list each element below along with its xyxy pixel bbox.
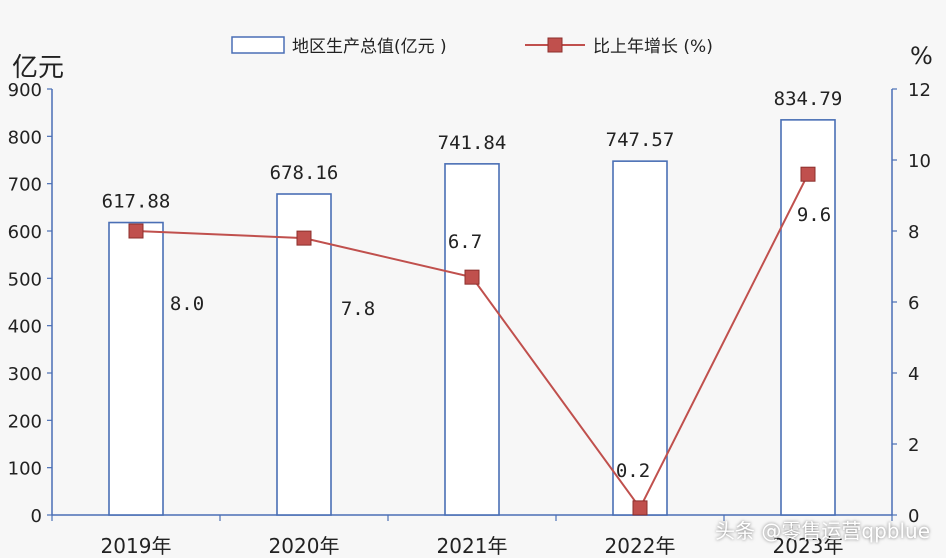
bar-data-label: 741.84 [438, 132, 507, 154]
line-data-label: 6.7 [448, 231, 482, 253]
x-tick-label: 2020年 [269, 534, 340, 558]
bar-617.88 [108, 221, 164, 516]
y-right-tick-label: 4 [908, 364, 919, 385]
y-right-tick-label: 6 [908, 293, 919, 314]
y-left-tick-label: 600 [8, 222, 42, 243]
bar-834.79 [780, 119, 836, 516]
y-left-tick-label: 700 [8, 175, 42, 196]
legend-line-marker [547, 37, 563, 53]
y-right-tick-label: 10 [908, 151, 931, 172]
y-left-tick-label: 200 [8, 411, 42, 432]
growth-point-9.6 [800, 166, 816, 182]
growth-point-7.8 [296, 230, 312, 246]
x-tick-label: 2021年 [437, 534, 508, 558]
bar-data-label: 834.79 [774, 88, 843, 110]
bar-data-label: 747.57 [606, 129, 675, 151]
watermark: 头条 @零售运营qpblue [715, 519, 930, 543]
x-tick-label: 2019年 [101, 534, 172, 558]
growth-point-6.7 [464, 269, 480, 285]
bar-data-label: 617.88 [102, 191, 171, 213]
line-data-label: 9.6 [797, 204, 831, 226]
legend-bar-swatch [231, 36, 285, 54]
y-left-tick-label: 500 [8, 269, 42, 290]
line-data-label: 0.2 [616, 460, 650, 482]
y-right-unit: % [910, 42, 933, 70]
y-right-tick-label: 12 [908, 80, 931, 101]
y-left-tick-label: 0 [31, 506, 42, 527]
y-left-unit: 亿元 [12, 53, 64, 83]
x-tick-label: 2023年 [773, 534, 844, 558]
y-left-tick-label: 400 [8, 317, 42, 338]
x-tick-label: 2022年 [605, 534, 676, 558]
y-right-tick-label: 8 [908, 222, 919, 243]
line-data-label: 8.0 [170, 293, 204, 315]
legend-bar-label: 地区生产总值(亿元 ) [292, 37, 447, 57]
y-left-tick-label: 100 [8, 459, 42, 480]
bar-678.16 [276, 193, 332, 516]
line-data-label: 7.8 [341, 298, 375, 320]
y-left-tick-label: 900 [8, 80, 42, 101]
bar-741.84 [444, 163, 500, 516]
growth-point-8.0 [128, 223, 144, 239]
y-right-tick-label: 0 [908, 506, 919, 527]
y-right-tick-label: 2 [908, 435, 919, 456]
y-left-tick-label: 300 [8, 364, 42, 385]
bar-data-label: 678.16 [270, 162, 339, 184]
y-left-tick-label: 800 [8, 127, 42, 148]
growth-point-0.2 [632, 500, 648, 516]
legend-line-label: 比上年增长 (%) [593, 37, 713, 57]
